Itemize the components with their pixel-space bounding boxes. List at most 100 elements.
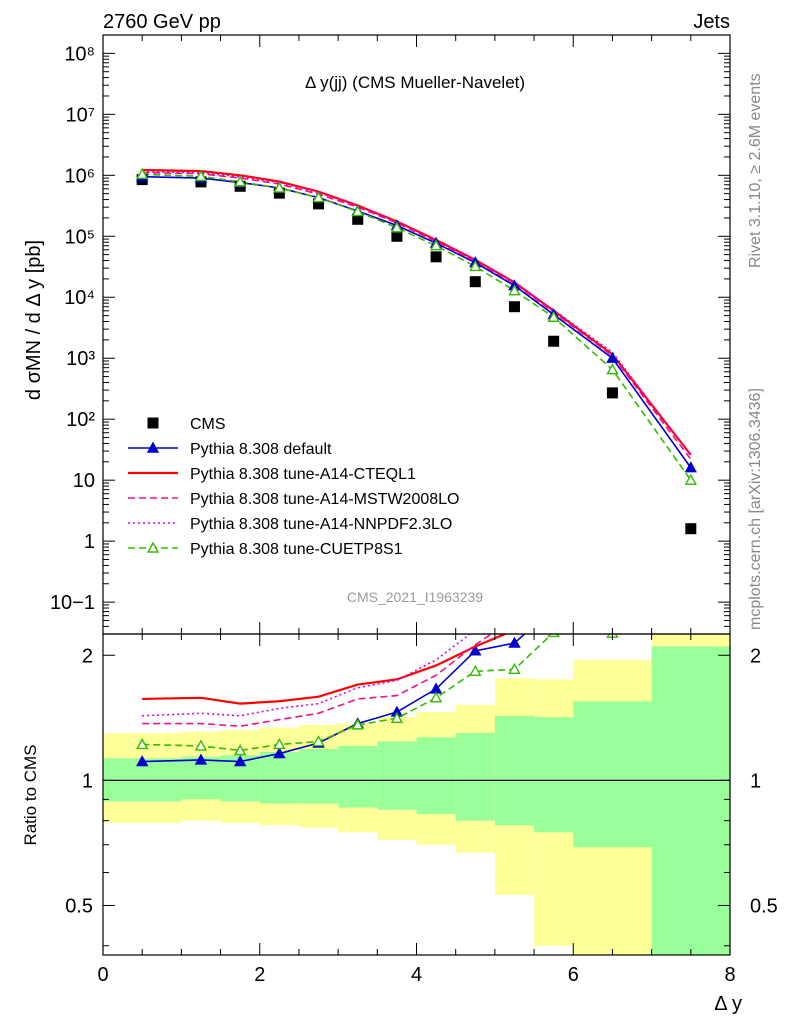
data-point bbox=[273, 187, 285, 199]
data-point bbox=[273, 181, 286, 193]
series-line bbox=[142, 170, 692, 457]
series-line bbox=[142, 173, 692, 481]
rivet-version-label: Rivet 3.1.10, ≥ 2.6M events bbox=[747, 73, 764, 268]
data-point bbox=[135, 755, 149, 767]
data-point bbox=[469, 260, 482, 272]
y-tick-label: 10⁸ bbox=[64, 43, 95, 65]
legend-entry: Pythia 8.308 tune-A14-NNPDF2.3LO bbox=[128, 516, 452, 533]
ratio-line bbox=[142, 634, 508, 705]
data-point bbox=[508, 301, 520, 313]
x-tick-label: 8 bbox=[724, 964, 735, 986]
inner-uncertainty-band bbox=[573, 701, 652, 848]
y-tick-label: 10⁵ bbox=[64, 226, 95, 248]
data-point bbox=[390, 711, 404, 724]
data-point bbox=[390, 221, 404, 233]
data-point bbox=[391, 230, 403, 242]
legend-entry: Pythia 8.308 tune-A14-MSTW2008LO bbox=[128, 491, 459, 508]
inner-uncertainty-band bbox=[534, 717, 574, 833]
inner-uncertainty-band bbox=[298, 748, 339, 804]
data-point bbox=[469, 276, 481, 288]
data-point bbox=[469, 664, 482, 676]
data-point bbox=[135, 738, 149, 750]
legend: CMS Pythia 8.308 default Pythia 8.308 tune… bbox=[128, 416, 459, 558]
x-tick-label: 4 bbox=[411, 964, 422, 986]
data-point bbox=[352, 213, 364, 225]
header-right-label: Jets bbox=[693, 11, 730, 33]
y-tick-label: 10−1 bbox=[50, 592, 95, 614]
ratio-y-tick-label: 2 bbox=[82, 645, 93, 667]
y-tick-label: 10³ bbox=[66, 348, 95, 370]
data-point bbox=[312, 191, 325, 203]
data-point bbox=[547, 634, 560, 638]
data-point bbox=[233, 175, 247, 187]
data-point bbox=[508, 662, 521, 675]
inner-uncertainty-band bbox=[651, 646, 730, 955]
ratio-panel bbox=[103, 360, 730, 955]
inner-uncertainty-band bbox=[338, 745, 378, 808]
header-left-label: 2760 GeV pp bbox=[103, 11, 221, 33]
ratio-y-tick-label-right: 0.5 bbox=[750, 895, 778, 917]
y-tick-label: 10⁶ bbox=[65, 165, 95, 187]
data-point bbox=[429, 239, 443, 251]
data-point bbox=[313, 198, 325, 210]
legend-label: CMS bbox=[190, 416, 226, 433]
data-point bbox=[684, 473, 698, 485]
inner-uncertainty-band bbox=[259, 752, 299, 804]
legend-label: Pythia 8.308 tune-CUETP8S1 bbox=[190, 541, 403, 558]
data-point bbox=[233, 744, 247, 756]
inner-uncertainty-band bbox=[377, 741, 417, 810]
data-point bbox=[508, 636, 521, 648]
x-tick-label: 0 bbox=[97, 964, 108, 986]
data-point bbox=[508, 284, 521, 296]
ratio-line bbox=[142, 634, 493, 728]
main-y-axis-label: d σMN / d Δ y [pb] bbox=[23, 240, 45, 400]
data-point bbox=[194, 169, 208, 182]
x-tick-label: 6 bbox=[568, 964, 579, 986]
legend-entry: Pythia 8.308 tune-A14-CTEQL1 bbox=[128, 466, 416, 483]
data-point bbox=[273, 738, 286, 750]
data-point bbox=[684, 461, 698, 473]
data-point bbox=[686, 360, 696, 369]
data-point bbox=[429, 691, 443, 703]
data-point bbox=[312, 735, 325, 747]
analysis-watermark: CMS_2021_I1963239 bbox=[347, 589, 483, 605]
data-point bbox=[547, 310, 560, 322]
inner-uncertainty-band bbox=[494, 715, 535, 826]
ratio-y-tick-label: 0.5 bbox=[65, 895, 93, 917]
data-point bbox=[194, 753, 208, 765]
y-tick-label: 10 bbox=[73, 470, 95, 492]
data-point bbox=[469, 644, 482, 656]
axes-frame: 0 2 4 6 8 10−1 1 10 10² 10³ 10⁴ 10⁵ 10⁶ 10⁷ 10⁸ 0.5 0.5 1… bbox=[50, 34, 778, 986]
data-point bbox=[606, 363, 619, 375]
y-tick-label: 10⁴ bbox=[64, 287, 95, 309]
data-point bbox=[549, 603, 559, 612]
data-point bbox=[147, 417, 159, 429]
legend-label: Pythia 8.308 default bbox=[190, 441, 332, 458]
data-point bbox=[685, 523, 697, 535]
data-point bbox=[606, 387, 618, 399]
legend-entry: Pythia 8.308 tune-CUETP8S1 bbox=[128, 541, 403, 558]
x-axis-label: Δ y bbox=[714, 993, 742, 1015]
data-point bbox=[273, 747, 286, 759]
data-point bbox=[607, 560, 617, 569]
y-tick-label: 10² bbox=[66, 409, 95, 431]
data-point bbox=[430, 251, 442, 263]
x-tick-label: 2 bbox=[254, 964, 265, 986]
ratio-y-tick-label: 1 bbox=[82, 770, 93, 792]
data-point bbox=[606, 351, 619, 363]
ratio-y-tick-label-right: 2 bbox=[750, 645, 761, 667]
data-point bbox=[351, 205, 364, 217]
data-point bbox=[146, 441, 160, 453]
data-point bbox=[351, 718, 364, 730]
y-tick-label: 10⁷ bbox=[66, 104, 95, 126]
legend-entry: CMS bbox=[147, 416, 226, 433]
mcplots-label: mcplots.cern.ch [arXiv:1306.3436] bbox=[747, 388, 764, 630]
data-point bbox=[548, 335, 560, 347]
main-panel bbox=[135, 167, 698, 535]
data-point bbox=[233, 755, 247, 767]
y-tick-label: 1 bbox=[84, 531, 95, 553]
ratio-y-tick-label-right: 1 bbox=[750, 770, 761, 792]
series-line bbox=[142, 168, 692, 456]
legend-entry: Pythia 8.308 default bbox=[128, 441, 332, 458]
